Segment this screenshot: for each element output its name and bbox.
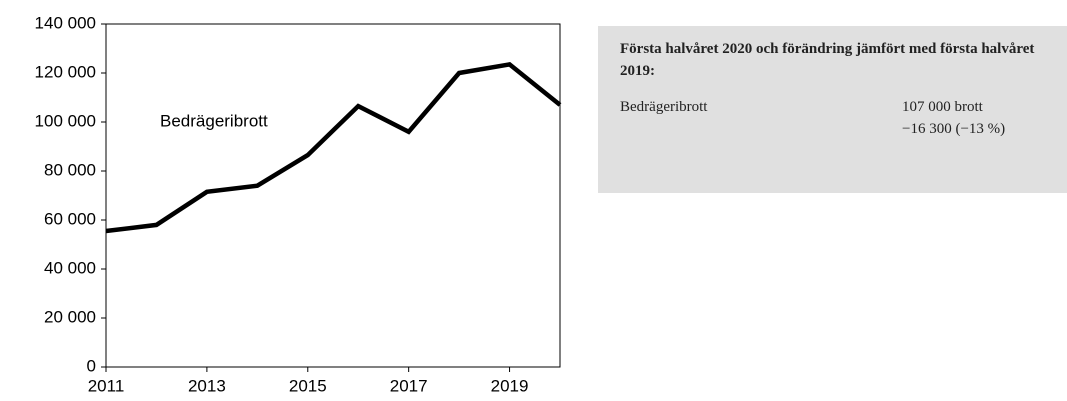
x-tick-label: 2013 — [188, 376, 226, 395]
info-values: 107 000 brott −16 300 (−13 %) — [902, 96, 1005, 140]
chart: 0 20 000 40 000 60 000 80 000 100 000 120 000 1… — [35, 13, 562, 395]
info-row: Bedrägeribrott 107 000 brott −16 300 (−1… — [620, 96, 1057, 137]
plot-frame — [105, 23, 561, 368]
y-tick-label: 100 000 — [35, 111, 96, 130]
x-tick-label: 2017 — [390, 376, 428, 395]
y-tick-label: 40 000 — [44, 258, 96, 277]
x-tick-label: 2011 — [88, 376, 125, 395]
info-label: Bedrägeribrott — [620, 99, 708, 115]
info-value: 107 000 brott — [902, 99, 983, 115]
y-tick-label: 0 — [87, 356, 96, 375]
info-title: Första halvåret 2020 och förändring jämf… — [620, 41, 1035, 79]
y-tick-label: 60 000 — [44, 209, 96, 228]
x-tick-label: 2019 — [491, 376, 529, 395]
info-box: Första halvåret 2020 och förändring jämf… — [598, 26, 1067, 193]
info-change: −16 300 (−13 %) — [902, 121, 1006, 137]
x-tick-label: 2015 — [289, 376, 327, 395]
data-line — [105, 62, 562, 234]
y-tick-label: 140 000 — [35, 13, 96, 32]
y-tick-label: 20 000 — [44, 307, 96, 326]
y-tick-label: 80 000 — [44, 160, 96, 179]
annotation: Bedrägeribrott — [160, 111, 268, 130]
y-tick-label: 120 000 — [35, 62, 96, 81]
